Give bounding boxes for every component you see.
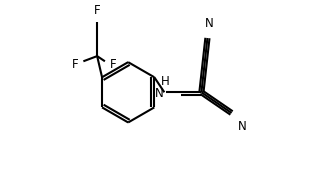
Text: H: H: [161, 75, 170, 88]
Text: F: F: [72, 58, 78, 71]
Text: F: F: [110, 58, 117, 71]
Text: N: N: [238, 120, 246, 133]
Text: F: F: [94, 4, 100, 17]
Text: N: N: [205, 17, 214, 30]
Text: N: N: [155, 87, 164, 100]
